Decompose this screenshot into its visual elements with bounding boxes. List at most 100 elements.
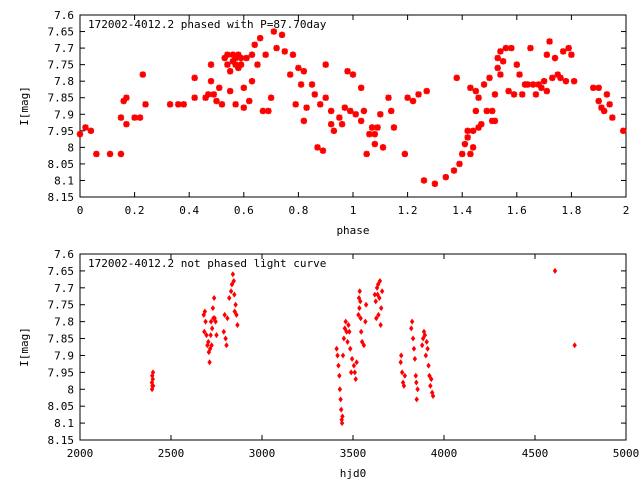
data-point [240,84,247,91]
data-point [453,74,460,82]
data-point [322,61,329,68]
data-point [207,61,215,68]
data-point [218,101,226,108]
data-point [273,44,280,52]
data-point [211,294,217,301]
data-point [229,51,237,58]
data-point [358,328,364,335]
data-point [224,51,231,58]
data-point [388,107,395,115]
data-point [461,140,469,148]
data-point [213,318,218,325]
data-point [231,278,236,285]
data-point [330,127,338,135]
data-point [338,406,344,413]
data-point [203,318,208,325]
data-point [469,144,477,151]
data-point [372,291,378,298]
y-tick-label: 8.1 [54,174,74,187]
y-tick-label: 7.95 [48,366,75,379]
data-point [303,104,310,111]
data-point [349,71,357,78]
data-point [337,386,343,393]
data-point [415,386,420,393]
y-tick-label: 8.15 [48,191,75,204]
data-point [353,376,358,383]
data-point [150,382,156,389]
data-point [248,77,256,85]
data-point [131,114,138,121]
data-points [149,267,577,427]
data-point [227,294,232,301]
x-tick-label: 3000 [249,447,276,460]
data-point [532,91,540,98]
data-point [508,44,515,52]
data-point [351,362,357,369]
data-point [336,114,343,121]
data-point [543,51,551,58]
data-point [265,107,272,115]
data-point [414,396,419,403]
data-point [399,352,404,359]
data-point [467,150,474,158]
y-tick-label: 7.65 [48,265,75,278]
data-point [363,150,370,158]
data-point [551,54,559,62]
y-tick-label: 7.85 [48,92,75,105]
data-point [379,288,385,295]
data-point [489,107,496,115]
y-tick-label: 7.6 [54,248,74,261]
data-point [123,94,130,101]
data-point [464,134,471,141]
data-point [415,91,422,98]
data-point [150,369,156,376]
y-tick-label: 7.8 [54,316,74,329]
y-tick-label: 7.8 [54,75,74,88]
data-point [243,54,250,62]
data-point [527,44,534,52]
data-point [494,54,501,62]
data-point [420,177,428,184]
data-point [557,74,564,82]
data-point [230,271,236,278]
data-point [562,77,570,85]
x-tick-label: 3500 [340,447,367,460]
y-axis-label: I[mag] [18,327,31,367]
data-point [224,61,231,68]
data-point [529,81,537,88]
data-point [409,325,414,332]
data-point [348,369,354,376]
data-point [442,173,450,181]
data-point [424,338,429,345]
data-point [535,81,542,88]
data-point [207,77,215,85]
data-point [491,91,499,98]
data-point [344,68,351,75]
data-point [223,335,228,342]
data-point [208,332,213,339]
data-point [428,382,433,389]
data-point [235,322,240,329]
data-point [464,127,471,135]
axis-ticks: 2000 2500 3000 3500 4000 4500 5000 7.6 7.65 7.7 7.… [48,248,640,460]
data-point [117,114,125,121]
data-point [210,305,216,312]
data-point [390,124,398,131]
data-point [232,61,239,68]
data-point [222,311,227,318]
data-point [475,124,482,131]
data-point [205,91,212,98]
data-point [339,420,345,427]
plot-frame [79,253,627,441]
data-point [399,369,405,376]
x-tick-label: 5000 [613,447,640,460]
data-point [401,150,409,158]
data-point [237,54,245,62]
data-point [456,160,463,168]
data-point [327,121,335,128]
data-point [374,315,379,322]
data-point [363,318,368,325]
data-point [398,359,403,366]
data-point [256,34,264,42]
data-point [287,71,294,78]
